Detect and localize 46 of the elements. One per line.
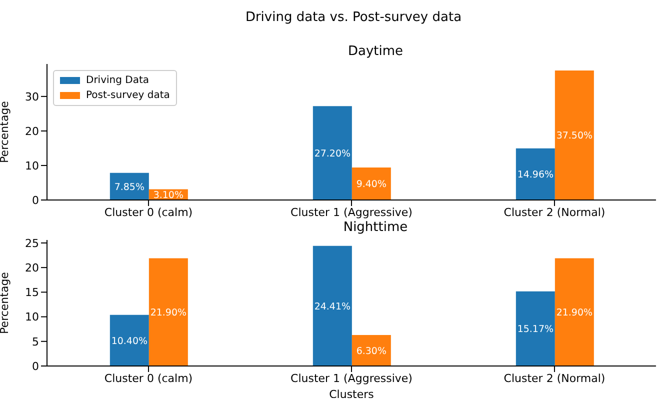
- chart-subtitle: Nighttime: [342, 220, 409, 237]
- data-label: 27.20%: [314, 148, 351, 160]
- bar: [516, 148, 555, 200]
- x-tick-label: Cluster 1 (Aggressive): [290, 372, 412, 385]
- bar: [554, 70, 594, 200]
- data-label: 24.41%: [314, 301, 351, 312]
- data-label: 21.90%: [556, 307, 593, 318]
- data-label: 21.90%: [150, 307, 187, 318]
- y-tick-label: 10: [25, 310, 39, 324]
- x-axis-title: Clusters: [329, 388, 374, 400]
- x-tick-label: Cluster 2 (Normal): [504, 372, 606, 385]
- y-tick-label: 25: [25, 236, 39, 250]
- x-tick-label: Cluster 1 (Aggressive): [290, 206, 412, 219]
- bar: [148, 258, 188, 366]
- legend-label: Driving Data: [86, 74, 150, 88]
- data-label: 10.40%: [111, 336, 148, 347]
- chart-subtitle: Daytime: [346, 44, 404, 61]
- y-tick-label: 10: [25, 159, 39, 172]
- data-label: 15.17%: [517, 324, 554, 336]
- data-label: 6.30%: [356, 346, 387, 357]
- y-tick-label: 20: [25, 124, 39, 138]
- data-label: 14.96%: [517, 170, 554, 181]
- bar: [312, 106, 352, 200]
- y-axis-title: Percentage: [0, 272, 11, 334]
- data-label: 9.40%: [356, 179, 387, 190]
- bar: [110, 314, 149, 366]
- bar: [554, 258, 594, 366]
- bar: [516, 291, 555, 366]
- data-label: 7.85%: [114, 182, 145, 193]
- y-tick-label: 15: [25, 286, 39, 300]
- x-tick-label: Cluster 0 (calm): [104, 372, 193, 385]
- chart-title: Driving data vs. Post-survey data: [244, 9, 463, 27]
- y-tick-label: 0: [32, 360, 39, 373]
- bar: [352, 168, 391, 200]
- y-tick-label: 5: [32, 335, 39, 348]
- data-label: 37.50%: [556, 130, 593, 142]
- x-tick-label: Cluster 2 (Normal): [504, 206, 606, 219]
- y-axis-title: Percentage: [0, 100, 11, 163]
- data-label: 3.10%: [153, 190, 184, 202]
- legend-label: Post-survey data: [86, 89, 170, 103]
- bar: [352, 334, 391, 366]
- bar: [312, 246, 352, 366]
- y-tick-label: 20: [25, 261, 39, 274]
- x-tick-label: Cluster 0 (calm): [104, 206, 193, 219]
- y-tick-label: 30: [25, 90, 39, 104]
- y-tick-label: 0: [32, 194, 39, 207]
